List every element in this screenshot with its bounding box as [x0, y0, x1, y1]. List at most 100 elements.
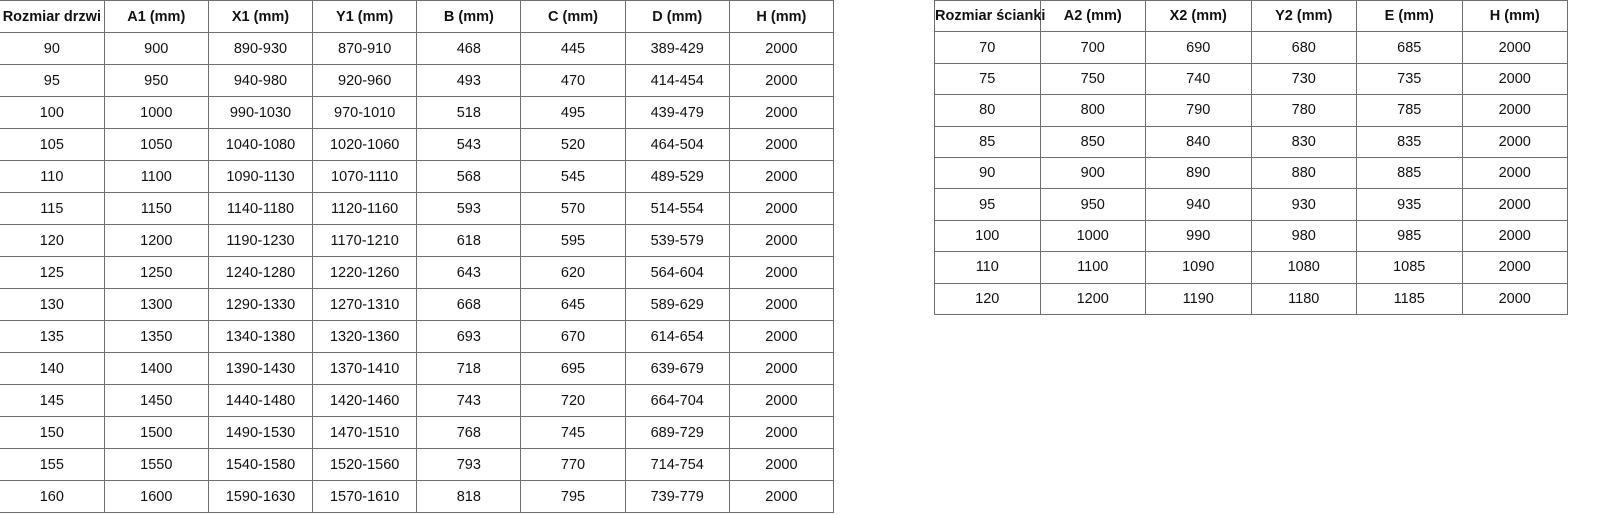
table-cell: 589-629 — [624, 288, 730, 321]
table-cell: 1020-1060 — [312, 128, 418, 161]
table-cell: 770 — [520, 448, 626, 481]
table-cell: 514-554 — [624, 192, 730, 225]
table-cell: 2000 — [728, 256, 835, 289]
table-row: 135 1350 1340-1380 1320-1360 693 670 614-654 20… — [0, 320, 835, 353]
table-cell: 890-930 — [207, 32, 314, 65]
table-cell: 750 — [1039, 62, 1146, 96]
table-cell: 900 — [1039, 156, 1146, 190]
table-cell: 445 — [520, 32, 626, 65]
table-row: 90 900 890 880 885 2000 — [934, 156, 1568, 190]
table-row: 80 800 790 780 785 2000 — [934, 94, 1568, 127]
table-cell: 885 — [1356, 156, 1463, 190]
table-cell: 2000 — [728, 64, 835, 97]
header-row: Rozmiar ścianki A2 (mm) X2 (mm) Y2 (mm) E (m… — [934, 0, 1568, 33]
table-cell: 693 — [416, 320, 522, 353]
table-cell: 464-504 — [624, 128, 730, 161]
table-cell: 1420-1460 — [312, 384, 418, 417]
table-cell: 689-729 — [624, 416, 730, 449]
wall-size-table: Rozmiar ścianki A2 (mm) X2 (mm) Y2 (mm) E (m… — [934, 0, 1568, 315]
table-cell: 1040-1080 — [207, 128, 314, 161]
column-header: Rozmiar drzwi — [0, 0, 105, 33]
table-cell: 1540-1580 — [207, 448, 314, 481]
table-cell: 90 — [934, 156, 1041, 190]
table-cell: 718 — [416, 352, 522, 385]
table-cell: 2000 — [728, 448, 835, 481]
table-cell: 985 — [1356, 219, 1463, 253]
table-cell: 1220-1260 — [312, 256, 418, 289]
table-cell: 593 — [416, 192, 522, 225]
table-row: 100 1000 990-1030 970-1010 518 495 439-479 2000 — [0, 96, 835, 129]
table-cell: 1100 — [103, 160, 209, 193]
table-cell: 545 — [520, 160, 626, 193]
table-cell: 840 — [1145, 125, 1252, 158]
table-cell: 739-779 — [624, 480, 730, 513]
table-cell: 1190 — [1145, 282, 1252, 315]
table-cell: 1590-1630 — [207, 480, 314, 513]
table-cell: 135 — [0, 320, 105, 353]
table-cell: 105 — [0, 128, 105, 161]
table-cell: 735 — [1356, 62, 1463, 96]
column-header: A1 (mm) — [103, 0, 209, 33]
table-cell: 70 — [934, 31, 1041, 64]
table-cell: 1290-1330 — [207, 288, 314, 321]
table-cell: 539-579 — [624, 224, 730, 257]
table-row: 120 1200 1190 1180 1185 2000 — [934, 282, 1568, 315]
table-cell: 880 — [1250, 156, 1357, 190]
table-cell: 870-910 — [312, 32, 418, 65]
table-cell: 568 — [416, 160, 522, 193]
table-cell: 700 — [1039, 31, 1146, 64]
table-cell: 1570-1610 — [312, 480, 418, 513]
table-row: 85 850 840 830 835 2000 — [934, 125, 1568, 158]
table-cell: 1520-1560 — [312, 448, 418, 481]
table-row: 110 1100 1090 1080 1085 2000 — [934, 251, 1568, 284]
table-cell: 520 — [520, 128, 626, 161]
table-cell: 130 — [0, 288, 105, 321]
table-cell: 470 — [520, 64, 626, 97]
table-cell: 1500 — [103, 416, 209, 449]
table-cell: 1250 — [103, 256, 209, 289]
table-cell: 1470-1510 — [312, 416, 418, 449]
table-cell: 414-454 — [624, 64, 730, 97]
table-cell: 730 — [1250, 62, 1357, 96]
column-header: X2 (mm) — [1145, 0, 1252, 33]
table-cell: 100 — [0, 96, 105, 129]
table-cell: 2000 — [728, 160, 835, 193]
table-cell: 668 — [416, 288, 522, 321]
table-cell: 935 — [1356, 188, 1463, 221]
column-header: X1 (mm) — [207, 0, 314, 33]
table-cell: 2000 — [728, 384, 835, 417]
table-cell: 1550 — [103, 448, 209, 481]
table-cell: 714-754 — [624, 448, 730, 481]
table-cell: 1190-1230 — [207, 224, 314, 257]
column-header: H (mm) — [1461, 0, 1568, 33]
table-cell: 2000 — [728, 480, 835, 513]
table-cell: 1100 — [1039, 251, 1146, 284]
table-cell: 543 — [416, 128, 522, 161]
table-cell: 2000 — [728, 288, 835, 321]
column-header: E (mm) — [1356, 0, 1463, 33]
table-cell: 680 — [1250, 31, 1357, 64]
table-cell: 950 — [1039, 188, 1146, 221]
table-row: 140 1400 1390-1430 1370-1410 718 695 639-679 20… — [0, 352, 835, 385]
table-cell: 564-604 — [624, 256, 730, 289]
table-row: 95 950 940-980 920-960 493 470 414-454 2000 — [0, 64, 835, 97]
table-cell: 2000 — [1461, 156, 1568, 190]
table-cell: 1090 — [1145, 251, 1252, 284]
table-cell: 90 — [0, 32, 105, 65]
table-cell: 1140-1180 — [207, 192, 314, 225]
table-cell: 2000 — [1461, 219, 1568, 253]
table-cell: 780 — [1250, 94, 1357, 127]
table-cell: 2000 — [728, 96, 835, 129]
table-cell: 1085 — [1356, 251, 1463, 284]
table-cell: 2000 — [728, 128, 835, 161]
table-cell: 570 — [520, 192, 626, 225]
table-cell: 115 — [0, 192, 105, 225]
header-row: Rozmiar drzwi A1 (mm) X1 (mm) Y1 (mm) B (mm)… — [0, 0, 835, 33]
table-cell: 1490-1530 — [207, 416, 314, 449]
table-cell: 1390-1430 — [207, 352, 314, 385]
table-cell: 1240-1280 — [207, 256, 314, 289]
table-cell: 785 — [1356, 94, 1463, 127]
table-cell: 1070-1110 — [312, 160, 418, 193]
column-header: B (mm) — [416, 0, 522, 33]
table-cell: 720 — [520, 384, 626, 417]
